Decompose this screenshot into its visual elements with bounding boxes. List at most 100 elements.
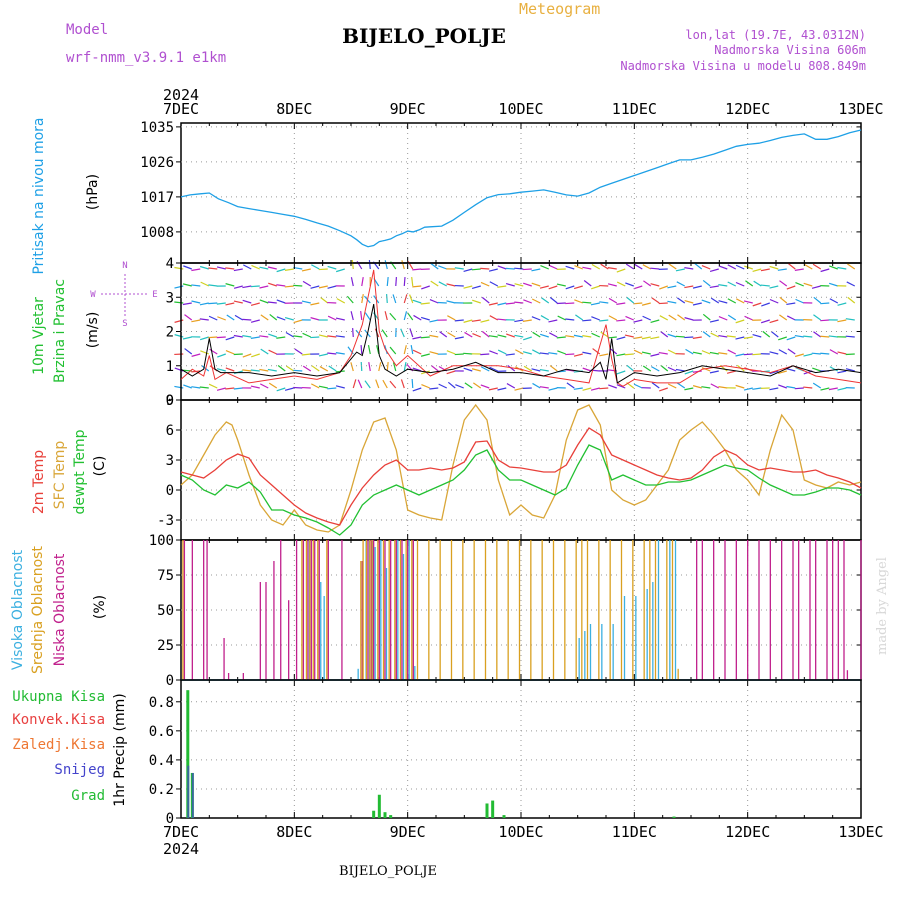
wind-arrow (804, 263, 813, 270)
total-precip-bar (502, 815, 506, 818)
wind-arrow (488, 335, 498, 338)
wind-arrow (439, 331, 448, 338)
wind-arrow (410, 345, 414, 355)
wind-arrow (201, 365, 210, 372)
wind-arrow (548, 319, 558, 323)
wind-arrow (259, 368, 269, 372)
wind-arrows (174, 259, 856, 392)
wind-arrow (225, 267, 235, 270)
wind-arrow (803, 282, 813, 287)
wind-arrow (199, 336, 209, 341)
wind-arrow (565, 285, 575, 290)
wind-arrow (412, 336, 422, 340)
wind-arrow (582, 319, 592, 322)
wind-arrow (350, 277, 354, 287)
wind-arrow (327, 352, 337, 355)
wind-arrow (539, 386, 549, 389)
wind-arrow (243, 264, 252, 270)
wind-arrow (350, 362, 354, 372)
wind-arrow (692, 285, 702, 289)
wind-arrow (276, 336, 286, 339)
precip-ytick-label: 0.6 (149, 724, 174, 740)
wind-arrow (608, 297, 618, 304)
x-tick-label-top: 7DEC (163, 100, 199, 118)
wind-arrow (616, 302, 626, 305)
wind-arrow (616, 336, 626, 341)
x-tick-label-bottom: 7DEC (163, 823, 199, 841)
wind-arrow (709, 319, 719, 323)
wind-arrow (650, 283, 660, 287)
wind-arrow (463, 367, 473, 372)
wind-arrow (701, 367, 711, 372)
wind-arrow (777, 268, 787, 271)
wind-arrow (182, 336, 192, 340)
wind-arrow (692, 385, 702, 389)
wind-arrow (556, 302, 566, 305)
wind-arrow (464, 382, 473, 389)
wind-arrow (651, 297, 660, 304)
wind-arrow (829, 298, 839, 304)
wind-ylabel-sub: Brzina i Pravac (52, 279, 68, 383)
wind-arrow (489, 366, 499, 372)
x-tick-label-bottom: 12DEC (725, 823, 770, 841)
wind-arrow (667, 285, 677, 289)
wind-arrow (845, 335, 855, 338)
wind-arrow (174, 266, 184, 270)
wind-arrow (208, 336, 218, 339)
wind-arrow (762, 330, 771, 338)
wind-arrow (684, 370, 694, 375)
wind-arrow (284, 316, 294, 321)
wind-arrow (384, 260, 388, 270)
wind-arrow (813, 296, 822, 304)
pressure-panel: 1008 1017 1026 1035 (140, 120, 862, 264)
hail-label: Grad (71, 788, 105, 804)
temperature-ytick-label: 6 (166, 423, 174, 439)
total-precip-bar (186, 690, 190, 818)
wind-arrow (702, 279, 711, 287)
temp2m-ylabel: 2m Temp (31, 450, 47, 514)
wind-arrow (389, 346, 397, 355)
wind-arrow (677, 314, 686, 321)
wind-arrow (616, 319, 626, 322)
wind-arrow (779, 280, 788, 287)
wind-arrow (778, 349, 788, 355)
wind-arrow (633, 319, 643, 323)
wind-arrow (659, 387, 668, 392)
wind-arrow (488, 268, 498, 272)
wind-arrow (447, 331, 456, 338)
wind-arrow (599, 387, 609, 390)
wind-arrow (480, 366, 490, 372)
wind-arrow (242, 353, 252, 358)
wind-arrow (395, 276, 398, 287)
wind-arrow (412, 349, 422, 355)
wind-arrow (506, 383, 516, 389)
wind-arrow (301, 268, 311, 272)
wind-arrow (812, 263, 822, 270)
wind-arrow (727, 349, 737, 355)
wind-arrow (770, 330, 779, 338)
wind-arrow (668, 314, 677, 321)
wind-arrow (284, 268, 294, 271)
wind-arrow (599, 301, 609, 304)
wind-arrow (335, 317, 345, 321)
wind-arrow (752, 387, 762, 390)
wind-arrow (548, 352, 558, 355)
wind-arrow (429, 319, 439, 323)
wind-arrow (727, 314, 737, 321)
wind-arrow (191, 386, 201, 389)
wind-arrow (531, 298, 541, 304)
wind-arrow (684, 317, 694, 321)
wind-arrow (718, 386, 728, 389)
compass-south-label: S (122, 319, 127, 329)
wind-arrow (658, 302, 668, 305)
wind-arrow (481, 330, 490, 338)
wind-arrow (846, 281, 856, 287)
wind-arrow (643, 280, 652, 287)
wind-arrow (174, 319, 184, 323)
wind-arrow (392, 294, 397, 304)
wind-arrow (438, 265, 447, 270)
wind-arrow (548, 387, 558, 391)
wind-arrow (735, 384, 745, 389)
precip-ytick-label: 0.4 (149, 753, 174, 769)
wind-arrow (709, 351, 719, 355)
